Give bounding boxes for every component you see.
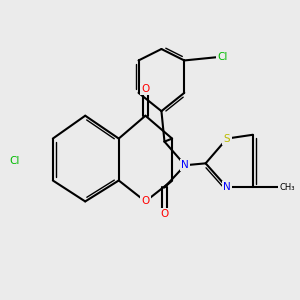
Text: O: O (160, 209, 169, 219)
Text: CH₃: CH₃ (279, 183, 295, 192)
Text: N: N (223, 182, 231, 192)
Text: Cl: Cl (217, 52, 228, 61)
Text: S: S (224, 134, 230, 144)
Text: N: N (181, 160, 189, 170)
Text: O: O (141, 196, 150, 206)
Text: Cl: Cl (10, 156, 20, 167)
Text: O: O (141, 84, 150, 94)
